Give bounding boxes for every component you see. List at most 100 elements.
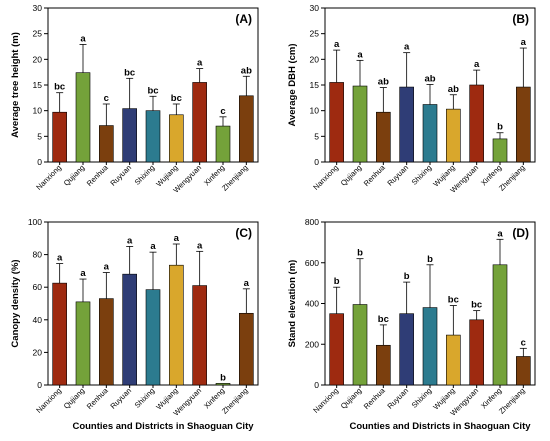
- y-tick-label: 400: [305, 299, 319, 309]
- significance-letter: bc: [124, 67, 135, 78]
- significance-letter: c: [220, 106, 225, 117]
- x-tick-label: Ruyuan: [385, 386, 410, 411]
- x-tick-label: Shixing: [133, 386, 157, 410]
- x-tick-label: Ruyuan: [108, 163, 133, 188]
- significance-letter: bc: [171, 93, 182, 104]
- y-tick-label: 30: [310, 3, 320, 13]
- significance-letter: bc: [471, 300, 482, 311]
- y-tick-label: 40: [33, 315, 43, 325]
- y-tick-label: 25: [310, 29, 320, 39]
- x-tick-label: Qujiang: [339, 386, 364, 411]
- significance-letter: a: [174, 233, 180, 244]
- significance-letter: a: [474, 59, 480, 70]
- y-tick-label: 15: [310, 80, 320, 90]
- significance-letter: a: [80, 33, 86, 44]
- y-axis-label: Stand elevation (m): [287, 260, 298, 348]
- significance-letter: a: [150, 241, 156, 252]
- significance-letter: a: [197, 240, 203, 251]
- x-tick-label: Qujiang: [339, 163, 364, 188]
- bar-xinfeng: [215, 383, 231, 386]
- bar-ruyuan: [122, 273, 137, 386]
- significance-letter: ab: [378, 77, 389, 88]
- x-tick-label: Renhua: [362, 385, 388, 411]
- bar-wujiang: [446, 108, 461, 163]
- y-tick-label: 20: [310, 54, 320, 64]
- bar-shixing: [145, 289, 161, 386]
- y-tick-label: 80: [33, 250, 43, 260]
- significance-letter: a: [197, 58, 203, 69]
- y-tick-label: 800: [305, 217, 319, 227]
- significance-letter: c: [521, 337, 526, 348]
- bar-qujiang: [352, 85, 368, 163]
- bar-ruyuan: [399, 86, 414, 163]
- significance-letter: bc: [147, 85, 158, 96]
- y-tick-label: 10: [33, 106, 43, 116]
- bar-renhua: [376, 111, 391, 163]
- significance-letter: ab: [241, 65, 252, 76]
- bar-nanxiong: [52, 282, 67, 386]
- bar-zhenjiang: [239, 312, 254, 386]
- x-tick-label: Zhenjiang: [497, 163, 527, 193]
- y-axis-label: Canopy density (%): [10, 259, 21, 347]
- y-tick-label: 600: [305, 258, 319, 268]
- chart-panel-4: 0 200 400 600 800 Stand elevation (m) (D) b Nanx…: [287, 217, 536, 432]
- x-tick-label: Shixing: [410, 386, 434, 410]
- bar-zhenjiang: [516, 86, 531, 163]
- significance-letter: a: [404, 42, 410, 53]
- bar-wujiang: [169, 114, 184, 163]
- y-tick-label: 60: [33, 282, 43, 292]
- significance-letter: a: [497, 228, 503, 239]
- significance-letter: bc: [54, 82, 65, 93]
- x-tick-label: Nanxiong: [311, 386, 340, 415]
- chart-panel-1: 0 5 10 15 20 25 30 Average tree height (m) (A) bc…: [10, 3, 259, 195]
- y-tick-label: 10: [310, 106, 320, 116]
- x-tick-label: Qujiang: [62, 163, 87, 188]
- y-tick-label: 200: [305, 339, 319, 349]
- bar-shixing: [422, 307, 438, 386]
- y-tick-label: 25: [33, 29, 43, 39]
- significance-letter: a: [334, 39, 340, 50]
- x-axis-label: Counties and Districts in Shaoguan City: [349, 421, 531, 432]
- significance-letter: c: [104, 93, 109, 104]
- significance-letter: b: [427, 254, 433, 265]
- bar-shixing: [145, 110, 161, 163]
- y-tick-label: 0: [37, 380, 42, 390]
- bar-nanxiong: [329, 313, 344, 386]
- x-tick-label: Renhua: [85, 162, 111, 188]
- x-tick-label: Nanxiong: [34, 386, 63, 415]
- bar-wengyuan: [192, 82, 207, 163]
- bar-nanxiong: [329, 82, 344, 163]
- significance-letter: a: [80, 268, 86, 279]
- bar-qujiang: [75, 72, 91, 163]
- significance-letter: a: [357, 49, 363, 60]
- x-tick-label: Nanxiong: [34, 163, 63, 192]
- y-tick-label: 0: [314, 380, 319, 390]
- bar-zhenjiang: [239, 95, 254, 163]
- bar-shixing: [422, 104, 438, 163]
- panel-label: (A): [235, 12, 252, 26]
- x-axis-label: Counties and Districts in Shaoguan City: [72, 421, 254, 432]
- y-axis-label: Average DBH (cm): [287, 43, 298, 126]
- bar-ruyuan: [122, 108, 137, 163]
- bar-wengyuan: [469, 84, 484, 163]
- y-tick-label: 5: [314, 131, 319, 141]
- x-tick-label: Zhenjiang: [220, 386, 250, 416]
- bar-xinfeng: [215, 125, 231, 163]
- y-tick-label: 100: [28, 217, 42, 227]
- bar-wengyuan: [469, 319, 484, 386]
- panel-label: (D): [512, 226, 529, 240]
- significance-letter: b: [220, 372, 226, 383]
- significance-letter: b: [404, 271, 410, 282]
- significance-letter: a: [521, 37, 527, 48]
- significance-letter: a: [127, 235, 133, 246]
- bar-wujiang: [446, 334, 461, 386]
- bar-xinfeng: [492, 138, 508, 163]
- significance-letter: ab: [448, 84, 459, 95]
- significance-letter: bc: [448, 295, 459, 306]
- y-tick-label: 0: [37, 157, 42, 167]
- significance-letter: b: [334, 276, 340, 287]
- significance-letter: b: [497, 122, 503, 133]
- y-tick-label: 20: [33, 54, 43, 64]
- significance-letter: b: [357, 248, 363, 259]
